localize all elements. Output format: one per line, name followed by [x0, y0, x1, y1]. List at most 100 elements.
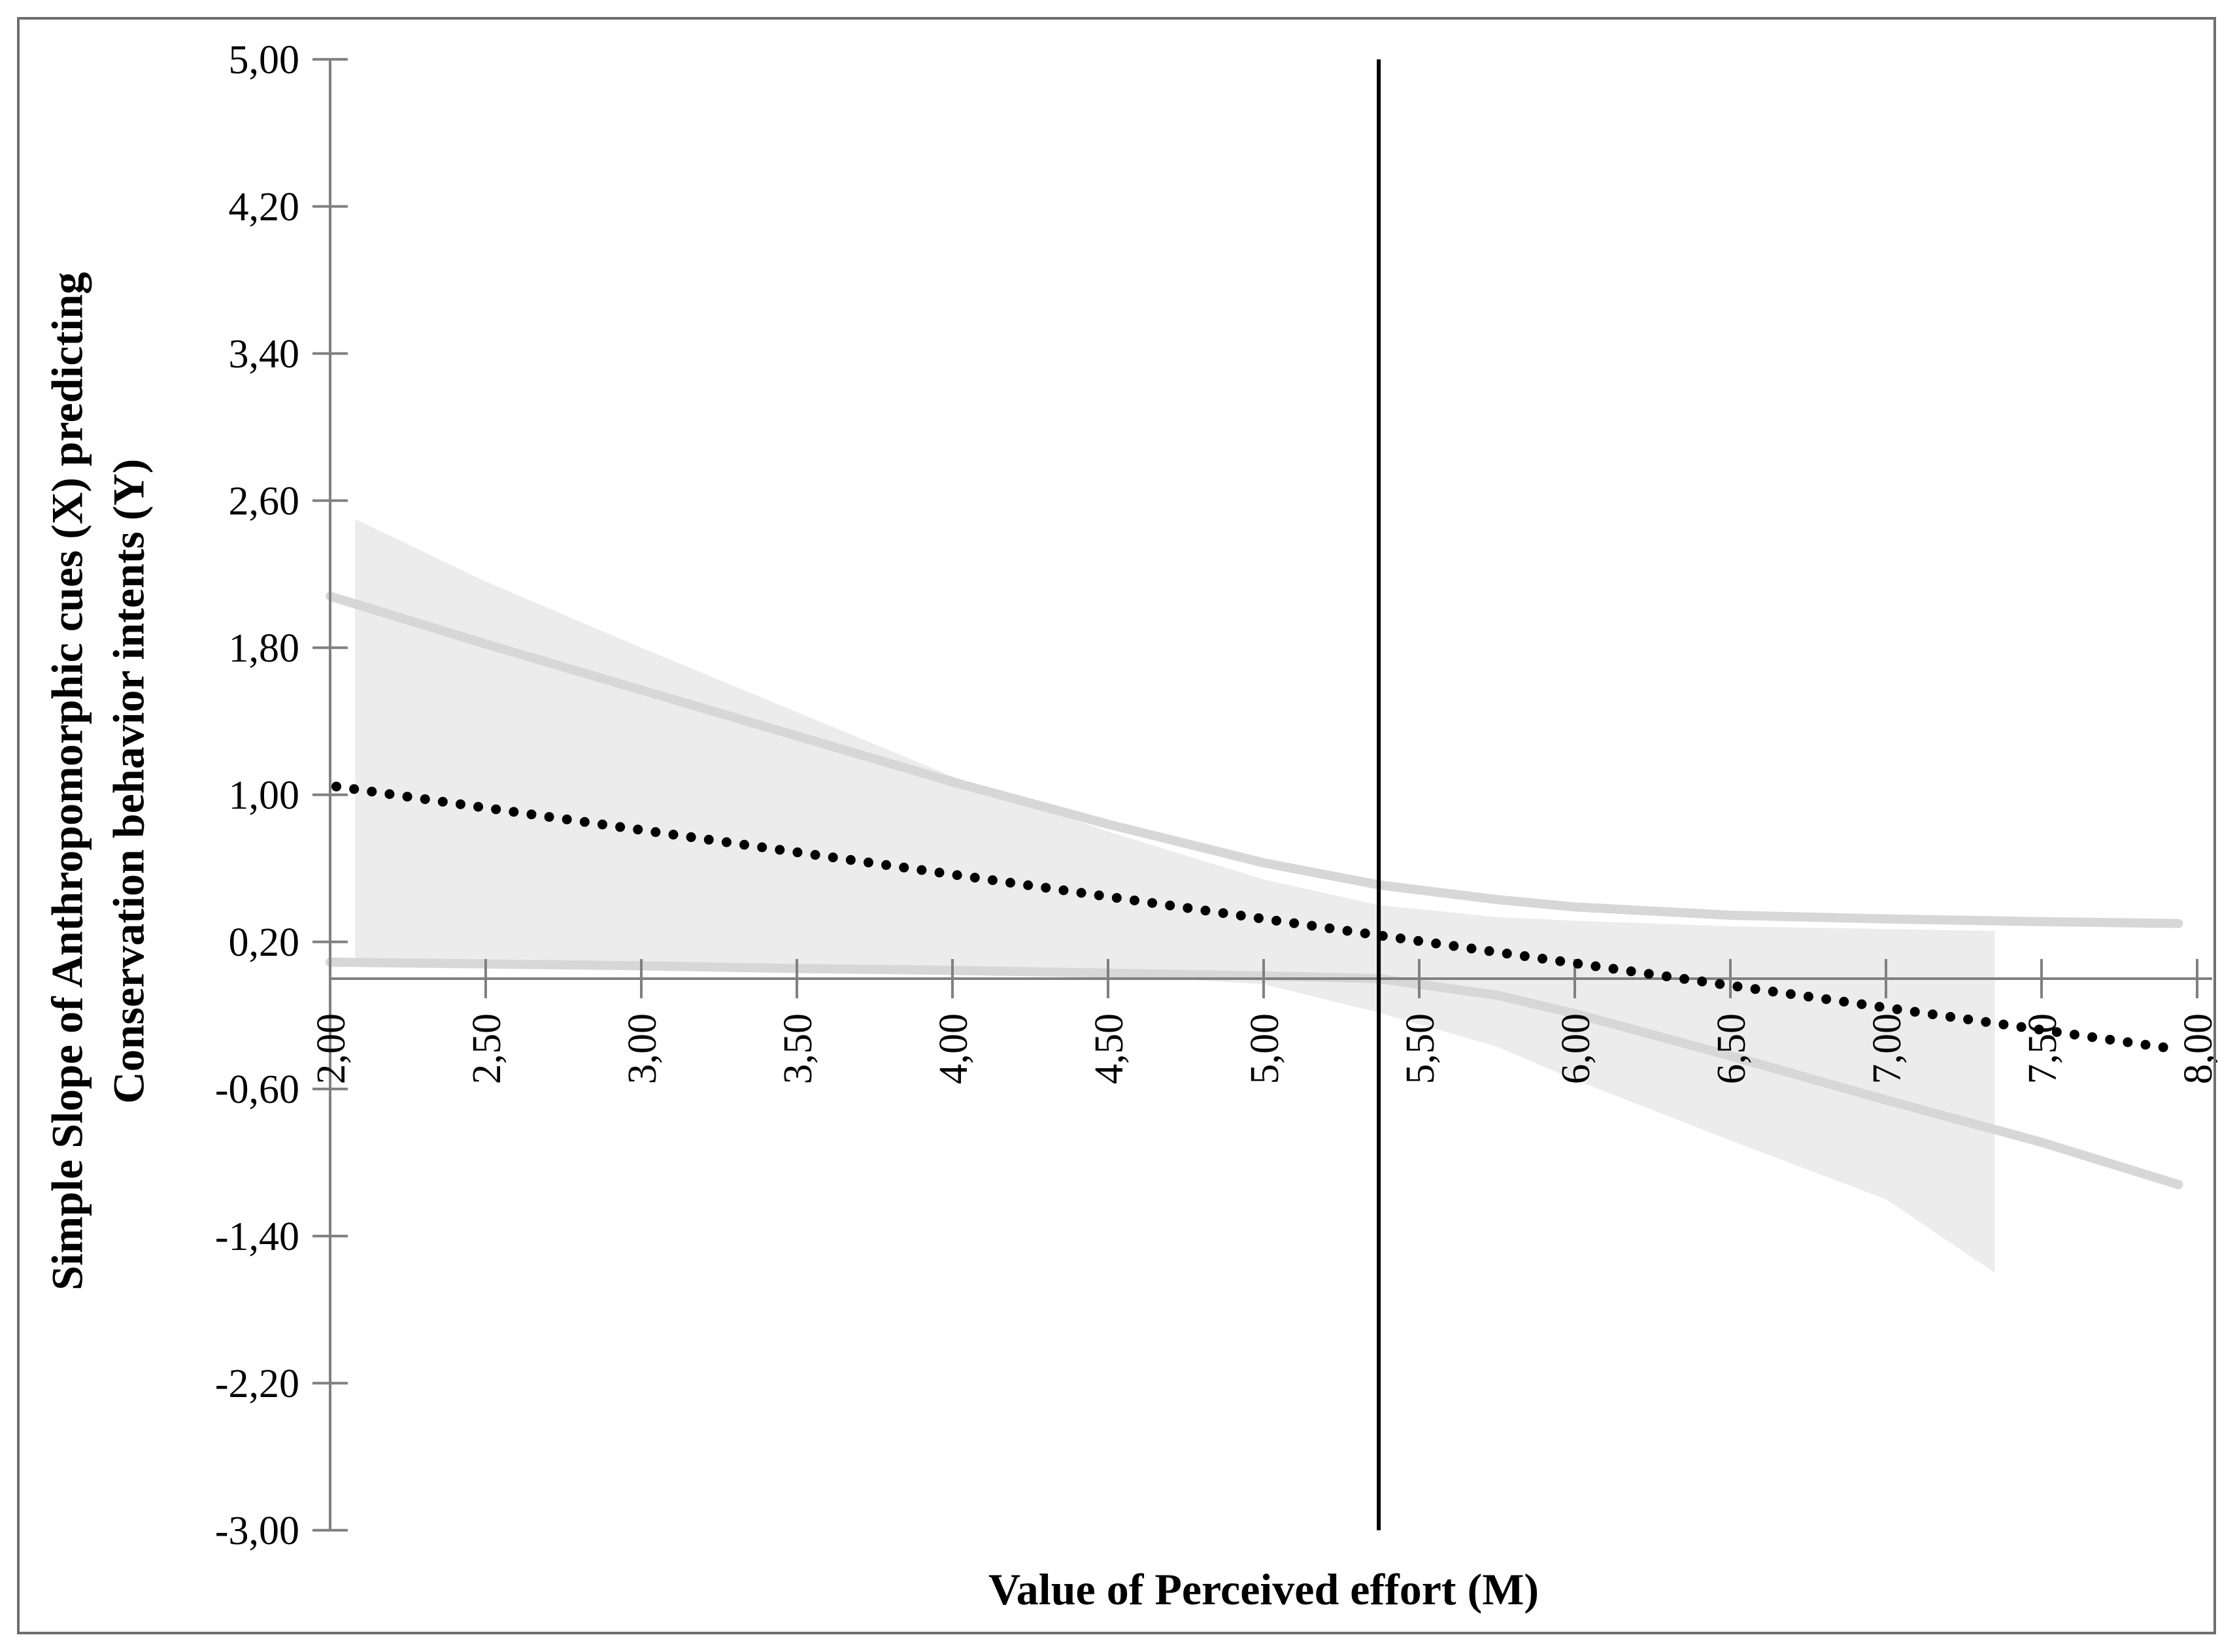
slope-dot	[1200, 905, 1211, 916]
simple-slope-dotted-line	[331, 781, 2168, 1053]
slope-dot	[1679, 973, 1690, 984]
slope-dot	[952, 870, 962, 881]
slope-dot	[917, 865, 927, 875]
slope-dot	[1484, 946, 1494, 956]
x-tick-labels: 2,00 2,50 3,00 3,50 4,00 4,50 5,00 5,50 6,00 6,50…	[309, 1013, 2221, 1085]
slope-dot	[2158, 1042, 2168, 1053]
slope-dot	[1945, 1011, 1956, 1022]
slope-dot	[1129, 895, 1139, 905]
slope-dot	[1253, 913, 1264, 923]
x-tick-label: 3,50	[776, 1013, 820, 1085]
slope-dot	[1608, 964, 1619, 974]
slope-dot	[1058, 885, 1069, 896]
slope-dot	[2016, 1022, 2027, 1032]
slope-dot	[1857, 999, 1867, 1009]
slope-dot	[1218, 908, 1228, 919]
slope-dot	[2123, 1037, 2133, 1047]
slope-dot	[969, 873, 980, 883]
ci-lower-line	[326, 957, 2183, 1189]
slope-dot	[863, 857, 873, 868]
slope-dot	[845, 854, 856, 865]
slope-dot	[1360, 928, 1370, 939]
slope-dot	[1998, 1019, 2009, 1030]
slope-dot	[1519, 951, 1530, 962]
slope-dot	[2140, 1039, 2151, 1050]
x-tick-label: 8,00	[2176, 1013, 2221, 1085]
slope-dot	[668, 830, 679, 840]
slope-dot	[810, 850, 820, 860]
slope-dot	[473, 801, 484, 812]
slope-dot	[1041, 883, 1051, 893]
slope-dot	[1626, 966, 1636, 977]
slope-dot	[2087, 1032, 2098, 1042]
y-tick-labels: 5,00 4,20 3,40 2,60 1,80 1,00 0,20 -0,60 -1,40 -2…	[215, 38, 299, 1553]
slope-dot	[615, 822, 626, 832]
slope-dot	[1537, 953, 1547, 964]
slope-dot	[562, 814, 572, 824]
slope-dot	[881, 860, 892, 870]
slope-dot	[757, 842, 767, 852]
slope-dot	[1413, 936, 1424, 946]
slope-dot	[1023, 880, 1034, 890]
slope-dot	[1661, 971, 1672, 982]
y-tick-label: 5,00	[229, 38, 300, 82]
slope-dot	[1927, 1009, 1938, 1020]
slope-dot	[1005, 877, 1016, 888]
slope-dot	[1147, 898, 1158, 908]
slope-dot	[349, 784, 360, 794]
slope-dot	[1307, 920, 1317, 931]
slope-dot	[1271, 915, 1282, 926]
y-tick-label: 1,00	[229, 773, 300, 818]
ci-band	[355, 518, 1995, 1273]
slope-dot	[1768, 986, 1778, 997]
slope-dot	[828, 852, 838, 863]
y-tick-label: 1,80	[229, 626, 300, 671]
slope-dot	[437, 796, 448, 807]
slope-dot	[597, 819, 607, 830]
slope-dot	[544, 812, 554, 822]
slope-dot	[420, 794, 430, 804]
x-tick-label: 6,00	[1554, 1013, 1598, 1085]
slope-dot	[633, 824, 643, 835]
x-tick-label: 5,50	[1398, 1013, 1443, 1085]
slope-dot	[509, 807, 519, 817]
ci-band-polygon	[355, 518, 1995, 1273]
slope-dot	[491, 804, 501, 815]
slope-dot	[987, 875, 998, 885]
slope-dot	[1236, 911, 1246, 921]
slope-dot	[1750, 984, 1760, 994]
x-axis-title: Value of Perceived effort (M)	[988, 1564, 1539, 1614]
slope-dot	[650, 827, 661, 837]
slope-dot	[2069, 1030, 2079, 1040]
figure-border-rect	[17, 17, 2216, 1634]
slope-dot	[1715, 979, 1725, 989]
slope-dot	[367, 786, 377, 797]
slope-dot	[1981, 1017, 1991, 1027]
slope-dot	[1431, 938, 1441, 949]
slope-dot	[402, 792, 412, 802]
slope-dot	[686, 832, 696, 843]
slope-dot	[331, 781, 342, 792]
slope-dot	[1342, 926, 1353, 936]
slope-dot	[1909, 1007, 1920, 1017]
slope-dot	[1839, 996, 1849, 1007]
ci-lower-curve	[326, 957, 2183, 1189]
x-tick-label: 4,00	[932, 1013, 976, 1085]
slope-dot	[1449, 941, 1459, 951]
y-tick-label: 0,20	[229, 920, 300, 965]
slope-dot	[703, 834, 714, 845]
y-axis-title-line1: Simple Slope of Anthropomorphic cues (X)…	[42, 272, 92, 1290]
y-tick-label: -1,40	[215, 1215, 299, 1259]
slope-dot	[1573, 958, 1583, 969]
x-tick-label: 7,00	[1865, 1013, 1909, 1085]
slope-dot	[384, 789, 395, 800]
slope-dot	[455, 799, 465, 809]
x-tick-label: 2,50	[465, 1013, 509, 1085]
x-tick-label: 5,00	[1243, 1013, 1287, 1085]
x-tick-label: 7,50	[2021, 1013, 2065, 1085]
slope-dot	[2051, 1027, 2062, 1037]
slope-dot	[1502, 949, 1512, 959]
y-axis	[312, 58, 348, 1532]
